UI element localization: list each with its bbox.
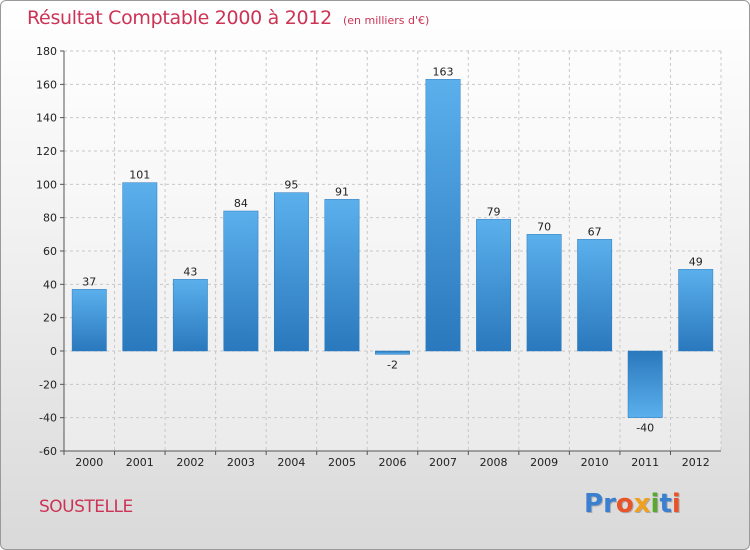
data-label: 37	[82, 275, 96, 288]
data-label: -40	[636, 422, 654, 435]
chart-title: Résultat Comptable 2000 à 2012	[27, 7, 332, 29]
bar-2012	[678, 269, 714, 352]
y-tick-label: 40	[43, 278, 57, 291]
y-tick-label: 100	[36, 178, 57, 191]
x-tick-label: 2008	[480, 456, 508, 469]
data-label: -2	[387, 358, 398, 371]
data-label: 79	[487, 205, 501, 218]
x-tick-label: 2012	[682, 456, 710, 469]
x-tick-label: 2006	[379, 456, 407, 469]
x-tick-label: 2002	[176, 456, 204, 469]
data-label: 49	[689, 255, 703, 268]
x-tick-label: 2007	[429, 456, 457, 469]
axes: -60 -40 -20 0 20 40 60 80 100 120 140 160 180 2000 200…	[36, 45, 721, 469]
bar-2002	[172, 279, 208, 352]
bar-2003	[223, 210, 259, 352]
bar-2009	[526, 234, 562, 352]
x-tick-label: 2009	[530, 456, 558, 469]
logo-letter: P	[584, 489, 604, 519]
bar-2008	[476, 219, 512, 352]
data-label: 70	[537, 220, 551, 233]
bar-2000	[71, 289, 107, 352]
bar-2004	[273, 192, 309, 352]
x-tick-label: 2005	[328, 456, 356, 469]
logo-letter: r	[603, 489, 616, 519]
x-tick-label: 2000	[75, 456, 103, 469]
bars-group: 37 101 43 84 95 91 -2 163 79 70 67 -40 49	[71, 65, 714, 435]
y-tick-label: 120	[36, 145, 57, 158]
data-label: 95	[284, 179, 298, 192]
y-tick-label: -60	[39, 445, 57, 458]
x-tick-label: 2004	[277, 456, 305, 469]
y-tick-label: 160	[36, 78, 57, 91]
y-tick-label: -20	[39, 378, 57, 391]
bar-2011	[627, 350, 663, 418]
logo-letter: i	[671, 489, 681, 519]
x-tick-label: 2010	[581, 456, 609, 469]
logo-letter: x	[633, 489, 651, 519]
y-tick-label: -40	[39, 412, 57, 425]
data-label: 43	[183, 265, 197, 278]
x-tick-label: 2011	[631, 456, 659, 469]
bar-2001	[122, 182, 158, 352]
proxiti-logo[interactable]: Proxiti	[584, 489, 681, 519]
data-label: 163	[433, 65, 454, 78]
logo-letter: i	[650, 489, 660, 519]
bar-2010	[577, 239, 613, 352]
logo-letter: o	[615, 489, 634, 519]
data-label: 84	[234, 197, 248, 210]
data-label: 101	[129, 169, 150, 182]
bar-2005	[324, 199, 360, 352]
commune-name: SOUSTELLE	[39, 497, 133, 517]
x-tick-label: 2003	[227, 456, 255, 469]
bar-2006	[375, 350, 410, 355]
y-tick-label: 0	[50, 345, 57, 358]
y-tick-label: 80	[43, 212, 57, 225]
y-tick-label: 60	[43, 245, 57, 258]
y-tick-label: 20	[43, 312, 57, 325]
y-tick-label: 140	[36, 112, 57, 125]
data-label: 67	[588, 225, 602, 238]
bar-2007	[425, 79, 461, 352]
logo-letter: t	[659, 489, 672, 519]
chart-subtitle: (en milliers d'€)	[343, 14, 430, 27]
x-tick-label: 2001	[126, 456, 154, 469]
y-tick-label: 180	[36, 45, 57, 58]
data-label: 91	[335, 185, 349, 198]
